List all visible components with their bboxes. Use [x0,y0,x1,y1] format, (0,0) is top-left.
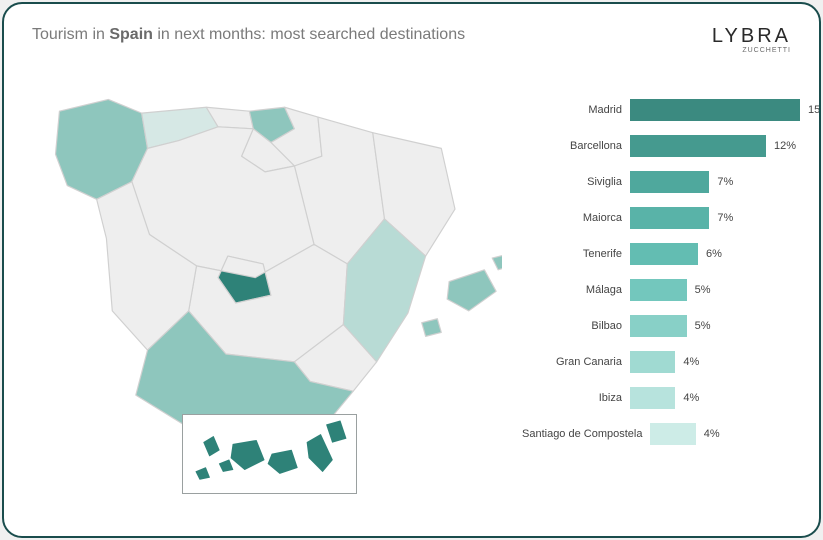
bar-track: 4% [630,351,821,373]
bar-row: Ibiza 4% [522,380,821,416]
bar-row: Bilbao 5% [522,308,821,344]
bar-label: Madrid [522,104,630,116]
bar-label: Maiorca [522,212,630,224]
bar-row: Madrid 15% [522,92,821,128]
bar-track: 5% [630,279,821,301]
bar-track: 12% [630,135,821,157]
bar-value: 4% [704,428,720,440]
bar-label: Santiago de Compostela [522,428,650,440]
bar-value: 5% [695,320,711,332]
bar-row: Barcellona 12% [522,128,821,164]
bar-track: 6% [630,243,821,265]
bar [630,207,709,229]
title-suffix: in next months: most searched destinatio… [153,26,465,43]
bar-value: 15% [808,104,821,116]
bar [630,99,800,121]
bar-value: 7% [717,212,733,224]
bar-value: 4% [683,356,699,368]
bar-label: Siviglia [522,176,630,188]
title-bold: Spain [109,26,153,43]
bar-value: 4% [683,392,699,404]
bar-row: Santiago de Compostela 4% [522,416,821,452]
bar-value: 6% [706,248,722,260]
bar-track: 4% [630,387,821,409]
bar [630,171,709,193]
bar-label: Málaga [522,284,630,296]
bar-label: Tenerife [522,248,630,260]
bar-chart: Madrid 15% Barcellona 12% Siviglia 7% Maiorca 7… [522,72,821,506]
bar [630,315,687,337]
content: Madrid 15% Barcellona 12% Siviglia 7% Maiorca 7… [4,54,819,526]
bar-row: Gran Canaria 4% [522,344,821,380]
bar [630,135,766,157]
bar-label: Ibiza [522,392,630,404]
bar-value: 5% [695,284,711,296]
bar-row: Tenerife 6% [522,236,821,272]
bar-track: 5% [630,315,821,337]
bar [630,351,675,373]
bar-value: 12% [774,140,796,152]
bar-track: 7% [630,207,821,229]
bar-row: Maiorca 7% [522,200,821,236]
infographic-card: Tourism in Spain in next months: most se… [2,2,821,538]
bar-track: 7% [630,171,821,193]
bar [630,243,698,265]
bar-track: 15% [630,99,821,121]
page-title: Tourism in Spain in next months: most se… [32,26,465,44]
brand-logo: LYBRA ZUCCHETTI [712,26,791,54]
bar [630,387,675,409]
bar [650,423,695,445]
bar-value: 7% [717,176,733,188]
logo-sub: ZUCCHETTI [712,47,791,54]
map-area [32,72,502,506]
bar [630,279,687,301]
logo-main: LYBRA [712,26,791,46]
bar-row: Málaga 5% [522,272,821,308]
bar-label: Barcellona [522,140,630,152]
bar-track: 4% [650,423,821,445]
title-prefix: Tourism in [32,26,109,43]
canary-map [183,415,356,493]
canary-inset [182,414,357,494]
bar-label: Gran Canaria [522,356,630,368]
bar-label: Bilbao [522,320,630,332]
bar-row: Siviglia 7% [522,164,821,200]
header: Tourism in Spain in next months: most se… [4,4,819,54]
